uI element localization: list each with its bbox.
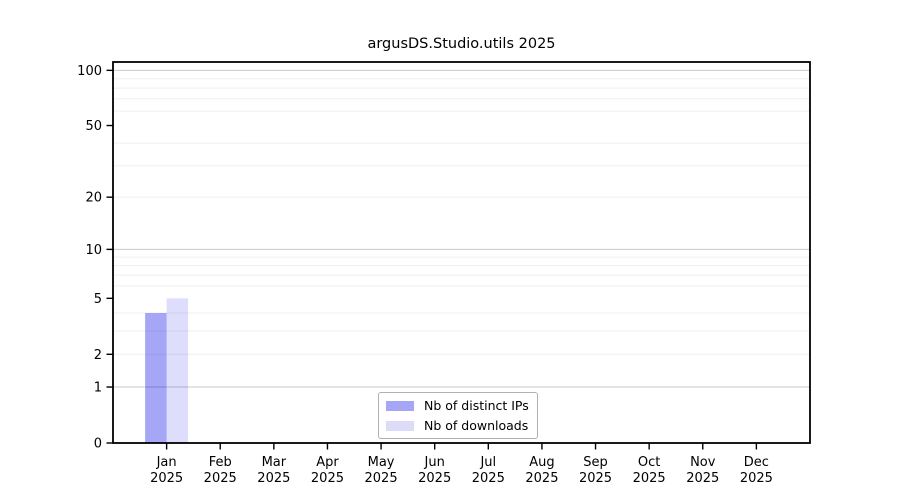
bar-nb-of-distinct-ips [145,313,167,443]
x-tick-label-month: May [368,455,395,470]
minor-gridlines [113,78,810,355]
bar-nb-of-downloads [166,298,189,443]
bars [145,298,189,443]
x-tick-label-month: Jun [424,455,445,470]
y-tick-label: 1 [94,381,102,396]
y-tick-label: 2 [94,348,102,363]
y-tick-label: 10 [85,243,102,258]
x-tick-label-year: 2025 [150,471,183,486]
y-tick-label: 5 [94,292,102,307]
chart-title: argusDS.Studio.utils 2025 [367,36,556,52]
x-tick-label-month: Dec [744,455,769,470]
x-tick-label-year: 2025 [686,471,719,486]
x-tick-label-month: Jul [479,455,496,470]
legend-swatch-downloads [386,420,414,431]
x-tick-label-month: Jan [156,455,177,470]
y-tick-label: 20 [85,191,102,206]
x-tick-label-year: 2025 [633,471,666,486]
ticks [106,69,758,450]
x-tick-label-year: 2025 [204,471,237,486]
x-tick-label-year: 2025 [418,471,451,486]
legend: Nb of distinct IPs Nb of downloads [378,392,538,439]
legend-item-downloads: Nb of downloads [386,418,529,433]
tick-labels: 1005020105210Jan2025Feb2025Mar2025Apr202… [77,64,773,486]
x-tick-label-month: Sep [583,455,608,470]
major-gridlines [113,69,810,388]
x-tick-label-month: Nov [690,455,716,470]
x-tick-label-year: 2025 [579,471,612,486]
x-tick-label-year: 2025 [257,471,290,486]
x-tick-label-month: Oct [638,455,660,470]
x-tick-label-month: Apr [316,455,339,470]
legend-label-distinct-ips: Nb of distinct IPs [424,398,529,413]
y-tick-label: 100 [77,64,102,79]
x-tick-label-year: 2025 [525,471,558,486]
legend-swatch-distinct-ips [386,400,414,411]
x-tick-label-year: 2025 [472,471,505,486]
y-tick-label: 50 [85,119,102,134]
x-tick-label-month: Aug [529,455,554,470]
axes-frame [112,61,811,444]
x-tick-label-year: 2025 [311,471,344,486]
y-tick-label: 0 [94,437,102,452]
x-tick-label-year: 2025 [740,471,773,486]
plot-border [112,61,811,444]
legend-label-downloads: Nb of downloads [424,418,529,433]
x-tick-label-month: Mar [262,455,287,470]
x-tick-label-year: 2025 [365,471,398,486]
legend-item-distinct-ips: Nb of distinct IPs [386,398,529,413]
x-tick-label-month: Feb [209,455,232,470]
